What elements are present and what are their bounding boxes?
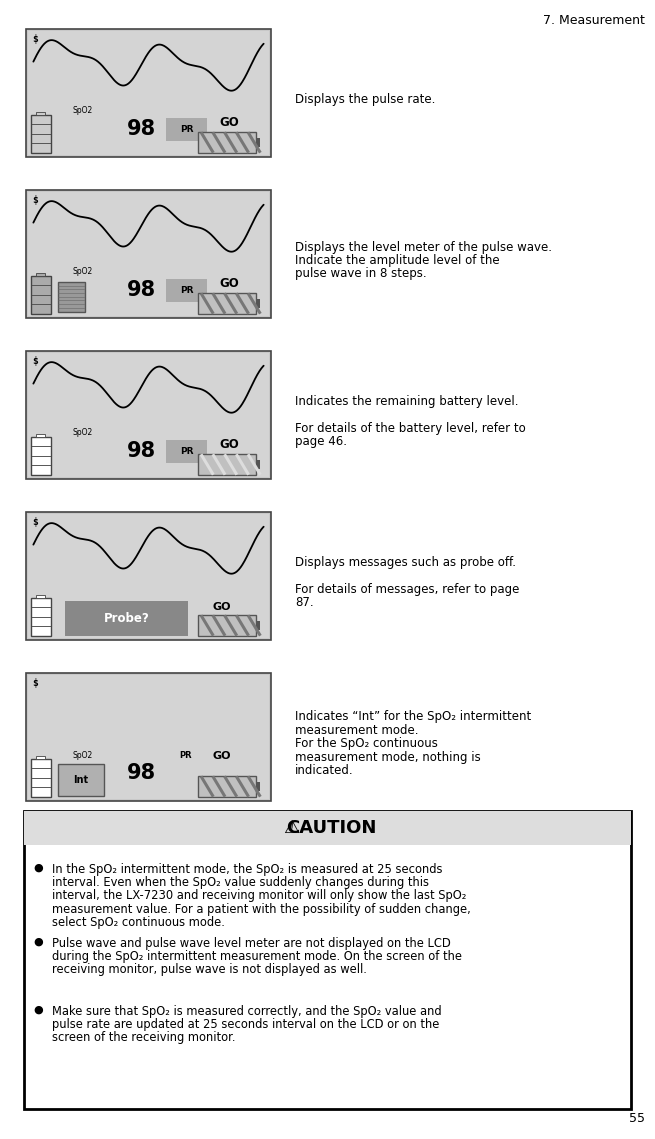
Text: measurement mode, nothing is: measurement mode, nothing is xyxy=(295,751,481,763)
Bar xyxy=(66,600,188,636)
Bar xyxy=(166,118,207,141)
Bar xyxy=(26,28,271,157)
Bar xyxy=(198,454,256,475)
Text: CAUTION: CAUTION xyxy=(286,819,377,837)
Bar xyxy=(31,276,50,313)
Text: Indicate the amplitude level of the: Indicate the amplitude level of the xyxy=(295,254,500,267)
Text: PR: PR xyxy=(179,125,193,134)
Text: SpO2: SpO2 xyxy=(73,428,93,437)
Text: $: $ xyxy=(32,678,38,688)
Text: 98: 98 xyxy=(126,120,156,139)
Bar xyxy=(58,764,104,796)
Text: indicated.: indicated. xyxy=(295,764,354,777)
Text: In the SpO₂ intermittent mode, the SpO₂ is measured at 25 seconds: In the SpO₂ intermittent mode, the SpO₂ … xyxy=(52,863,443,876)
Text: GO: GO xyxy=(213,752,231,761)
Text: PR: PR xyxy=(179,752,191,760)
Text: Displays the level meter of the pulse wave.: Displays the level meter of the pulse wa… xyxy=(295,240,552,254)
Bar xyxy=(166,441,207,462)
Text: Displays messages such as probe off.: Displays messages such as probe off. xyxy=(295,556,516,568)
Text: pulse rate are updated at 25 seconds interval on the LCD or on the: pulse rate are updated at 25 seconds int… xyxy=(52,1018,440,1031)
Text: $: $ xyxy=(32,195,38,205)
Text: For the SpO₂ continuous: For the SpO₂ continuous xyxy=(295,737,438,749)
Bar xyxy=(37,756,45,759)
Bar xyxy=(28,353,269,477)
Bar xyxy=(37,273,45,276)
Text: Make sure that SpO₂ is measured correctly, and the SpO₂ value and: Make sure that SpO₂ is measured correctl… xyxy=(52,1005,441,1018)
Text: ⚠: ⚠ xyxy=(284,819,299,837)
Text: SpO2: SpO2 xyxy=(73,268,93,277)
Bar xyxy=(28,31,269,155)
Text: PR: PR xyxy=(179,286,193,295)
Bar xyxy=(26,351,271,480)
Bar xyxy=(28,192,269,316)
Text: $: $ xyxy=(32,517,38,527)
Bar xyxy=(24,811,631,1109)
Text: ●: ● xyxy=(33,937,43,947)
Bar xyxy=(198,293,256,313)
Text: Probe?: Probe? xyxy=(103,612,149,624)
Text: Pulse wave and pulse wave level meter are not displayed on the LCD: Pulse wave and pulse wave level meter ar… xyxy=(52,937,451,950)
Text: 7. Measurement: 7. Measurement xyxy=(543,14,645,27)
Text: select SpO₂ continuous mode.: select SpO₂ continuous mode. xyxy=(52,916,225,928)
Text: $: $ xyxy=(32,34,38,44)
Bar xyxy=(31,115,50,153)
Bar xyxy=(31,437,50,475)
Bar xyxy=(31,598,50,636)
Text: 98: 98 xyxy=(126,280,156,300)
Text: GO: GO xyxy=(219,277,239,289)
Text: receiving monitor, pulse wave is not displayed as well.: receiving monitor, pulse wave is not dis… xyxy=(52,964,367,976)
Text: $: $ xyxy=(32,357,38,366)
Bar xyxy=(166,279,207,302)
Text: Int: Int xyxy=(73,775,88,785)
Text: during the SpO₂ intermittent measurement mode. On the screen of the: during the SpO₂ intermittent measurement… xyxy=(52,950,462,964)
Text: page 46.: page 46. xyxy=(295,435,347,449)
Text: PR: PR xyxy=(179,448,193,456)
Text: SpO2: SpO2 xyxy=(73,752,93,760)
Text: GO: GO xyxy=(219,437,239,451)
Text: measurement mode.: measurement mode. xyxy=(295,723,419,737)
Text: GO: GO xyxy=(213,601,231,612)
Text: ●: ● xyxy=(33,1005,43,1015)
Text: pulse wave in 8 steps.: pulse wave in 8 steps. xyxy=(295,268,426,280)
Bar xyxy=(37,596,45,598)
Bar xyxy=(256,782,260,790)
Text: SpO2: SpO2 xyxy=(73,106,93,115)
Text: Indicates “Int” for the SpO₂ intermittent: Indicates “Int” for the SpO₂ intermitten… xyxy=(295,710,531,723)
Text: ●: ● xyxy=(33,863,43,872)
Bar xyxy=(26,513,271,640)
Bar xyxy=(26,673,271,801)
Text: Indicates the remaining battery level.: Indicates the remaining battery level. xyxy=(295,395,519,408)
Bar xyxy=(256,139,260,147)
Bar xyxy=(256,622,260,630)
Bar xyxy=(28,514,269,638)
Text: screen of the receiving monitor.: screen of the receiving monitor. xyxy=(52,1032,236,1044)
Bar xyxy=(58,282,84,312)
Text: 87.: 87. xyxy=(295,596,314,609)
Text: 98: 98 xyxy=(126,441,156,461)
Bar xyxy=(256,460,260,468)
Bar xyxy=(37,434,45,437)
Bar xyxy=(24,811,631,845)
Bar xyxy=(28,675,269,798)
Text: measurement value. For a patient with the possibility of sudden change,: measurement value. For a patient with th… xyxy=(52,902,471,916)
Text: interval. Even when the SpO₂ value suddenly changes during this: interval. Even when the SpO₂ value sudde… xyxy=(52,876,429,890)
Text: GO: GO xyxy=(219,115,239,129)
Bar xyxy=(198,777,256,796)
Bar xyxy=(198,132,256,153)
Bar xyxy=(198,615,256,636)
Bar xyxy=(26,190,271,318)
Text: 98: 98 xyxy=(126,763,156,782)
Text: interval, the LX-7230 and receiving monitor will only show the last SpO₂: interval, the LX-7230 and receiving moni… xyxy=(52,890,466,902)
Bar xyxy=(37,113,45,115)
Text: 55: 55 xyxy=(629,1112,645,1125)
Bar xyxy=(31,759,50,796)
Bar xyxy=(256,300,260,308)
Text: For details of messages, refer to page: For details of messages, refer to page xyxy=(295,583,519,596)
Text: Displays the pulse rate.: Displays the pulse rate. xyxy=(295,93,436,106)
Text: For details of the battery level, refer to: For details of the battery level, refer … xyxy=(295,421,526,435)
